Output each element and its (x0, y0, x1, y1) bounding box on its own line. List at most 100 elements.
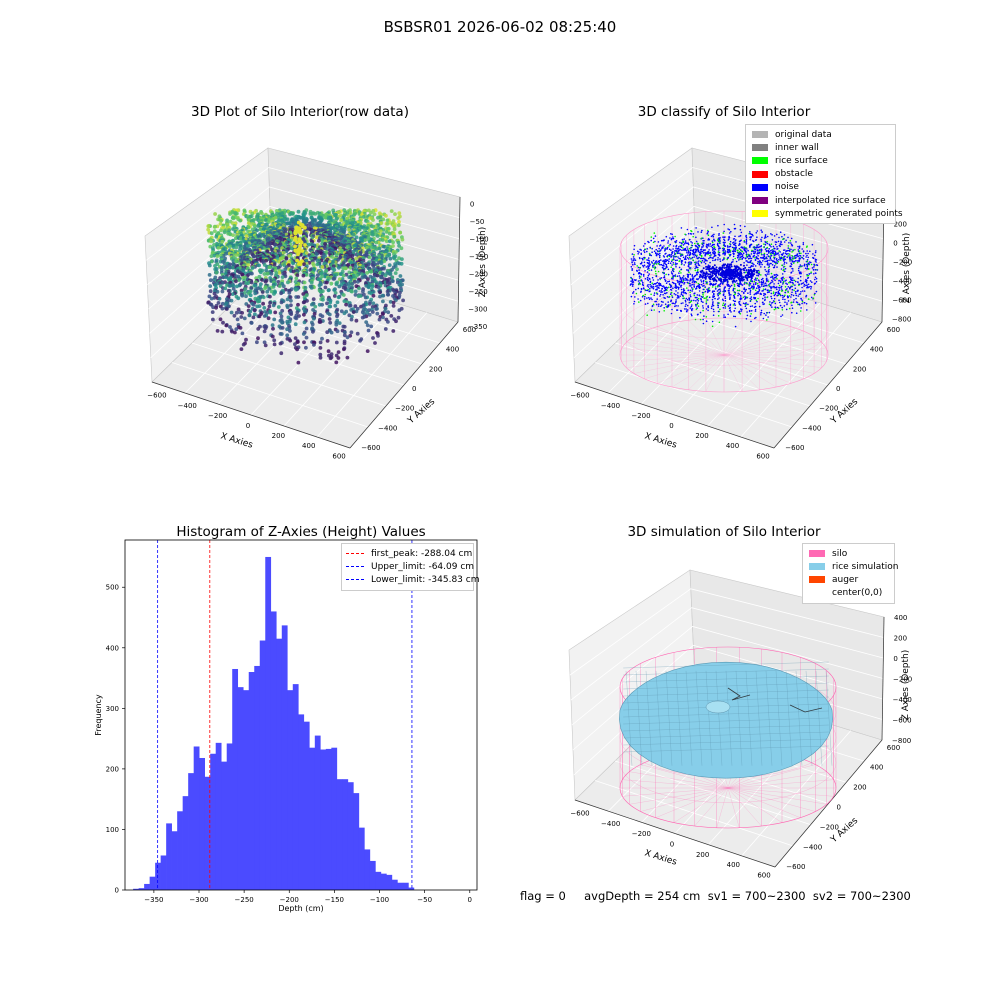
scatter-point (772, 245, 775, 248)
scatter-point (678, 275, 681, 277)
scatter-point (727, 283, 730, 286)
scatter-point (732, 261, 734, 263)
scatter-point (739, 298, 742, 301)
scatter-point (781, 306, 783, 309)
scatter-point (304, 335, 309, 340)
scatter-point (358, 338, 362, 343)
scatter-point (705, 308, 708, 310)
scatter-point (278, 341, 283, 346)
scatter-point (357, 286, 361, 291)
scatter-point (726, 258, 728, 261)
scatter-point (671, 264, 673, 266)
scatter-point (696, 285, 698, 288)
scatter-point (651, 276, 654, 279)
scatter-point (664, 286, 667, 289)
scatter-point (673, 275, 676, 277)
scatter-point (776, 294, 779, 297)
scatter-point (678, 283, 680, 285)
scatter-point (760, 261, 763, 264)
scatter-point (676, 275, 679, 278)
scatter-point (778, 258, 780, 261)
scatter-point (717, 259, 719, 261)
scatter-point (674, 259, 677, 262)
scatter-point (342, 341, 347, 346)
scatter-point (675, 284, 677, 287)
scatter-point (295, 347, 299, 352)
scatter-point (761, 257, 763, 259)
scatter-point (738, 259, 740, 261)
scatter-point (782, 296, 784, 299)
scatter-point (380, 238, 385, 242)
scatter-point (655, 285, 657, 288)
scatter-point (763, 312, 765, 315)
scatter-point (712, 302, 714, 304)
scatter-point (789, 258, 791, 261)
scatter-point (770, 295, 772, 298)
scatter-point (394, 298, 398, 302)
scatter-point (701, 257, 703, 260)
scatter-point (742, 296, 745, 299)
scatter-point (374, 240, 379, 245)
scatter-point (220, 306, 225, 311)
scatter-point (221, 275, 226, 280)
scatter-point (219, 218, 224, 223)
silo-wire (644, 354, 725, 379)
scatter-point (239, 288, 244, 293)
scatter-point (688, 262, 691, 265)
scatter-point (691, 283, 693, 286)
scatter-point (227, 292, 232, 297)
scatter-point (734, 257, 736, 260)
scatter-point (218, 222, 223, 226)
scatter-point (714, 258, 717, 261)
scatter-point (680, 293, 683, 296)
scatter-point (709, 284, 712, 286)
scatter-point (698, 260, 700, 262)
scatter-point (392, 227, 397, 232)
scatter-point (382, 259, 387, 264)
scatter-point (693, 242, 696, 245)
scatter-point (712, 252, 714, 255)
silo-wire (626, 342, 725, 356)
scatter-point (749, 257, 751, 260)
scatter-point (277, 271, 282, 275)
scatter-point (779, 257, 781, 260)
scatter-point (677, 280, 679, 282)
scatter-point (778, 289, 781, 291)
scatter-point (700, 252, 702, 254)
scatter-point (734, 315, 737, 318)
scatter-point (220, 329, 225, 334)
scatter-point (252, 224, 257, 228)
scatter-point (685, 250, 688, 252)
x-axis-line (574, 381, 775, 449)
scatter-point (688, 282, 691, 285)
scatter-point (757, 243, 760, 246)
scatter-point (688, 254, 691, 257)
scatter-point (677, 292, 679, 294)
scatter-point (667, 262, 670, 265)
scatter-point (752, 265, 754, 267)
scatter-point (661, 285, 664, 288)
silo-wire (723, 320, 760, 356)
scatter-point (695, 305, 697, 307)
scatter-point (800, 291, 802, 293)
scatter-point (250, 266, 255, 270)
scatter-point (713, 250, 715, 252)
scatter-point (694, 261, 696, 264)
scatter-point (664, 259, 667, 261)
scatter-point (698, 286, 700, 288)
scatter-point (714, 283, 716, 286)
scatter-point (701, 291, 704, 294)
scatter-point (366, 277, 370, 282)
scatter-point (700, 254, 703, 257)
scatter-point (664, 278, 666, 281)
scatter-point (367, 312, 372, 317)
scatter-point (711, 291, 714, 293)
scatter-point (318, 346, 323, 350)
scatter-point (301, 300, 306, 305)
scatter-point (654, 266, 657, 269)
scatter-point (687, 265, 690, 267)
scatter-point (719, 285, 721, 288)
scatter-point (256, 336, 260, 341)
scatter-point (287, 254, 292, 258)
